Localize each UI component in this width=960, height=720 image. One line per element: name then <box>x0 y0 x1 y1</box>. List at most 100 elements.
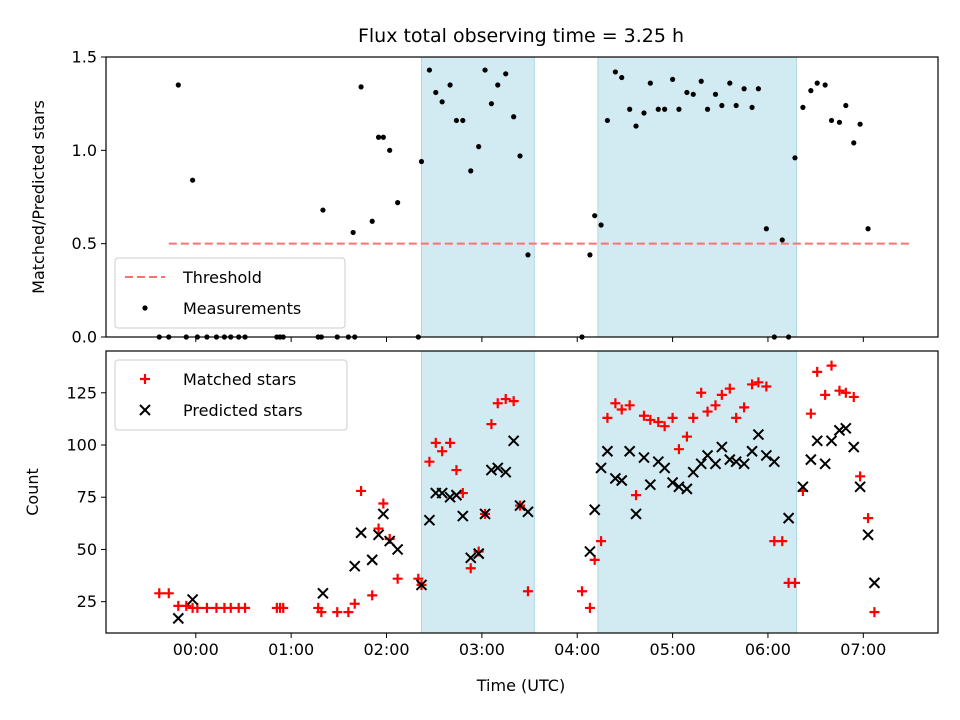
observing-interval-2 <box>597 56 798 338</box>
measurement-point <box>684 89 690 96</box>
matched-stars-point <box>486 419 497 430</box>
matched-stars-point <box>278 602 289 613</box>
predicted-stars-point <box>609 472 622 485</box>
matched-stars-point <box>610 398 621 409</box>
legend-label: Matched stars <box>183 370 296 389</box>
y-tick-label: 125 <box>66 383 97 402</box>
y-tick-label: 0.0 <box>72 328 97 347</box>
measurement-point <box>433 89 439 96</box>
measurement-point <box>175 82 181 88</box>
predicted-stars-point <box>349 560 361 572</box>
panel-ratio: 0.0 0.5 1.0 1.5 Threshold Measurements <box>72 48 939 347</box>
measurement-point <box>488 101 495 107</box>
measurement-point <box>865 226 871 232</box>
measurement-point <box>320 207 326 213</box>
predicted-stars-point <box>616 474 628 487</box>
predicted-stars-point <box>666 476 679 489</box>
matched-stars-point <box>653 417 664 428</box>
matched-stars-point <box>753 377 764 388</box>
matched-stars-point <box>240 602 251 613</box>
y-tick-label: 50 <box>77 540 97 559</box>
matched-stars-point <box>761 381 772 392</box>
measurement-point <box>468 168 474 174</box>
matched-stars-point <box>710 400 721 411</box>
predicted-stars-point <box>589 504 601 516</box>
matched-stars-point <box>201 602 212 613</box>
matched-stars-point <box>163 588 174 599</box>
matched-stars-point <box>445 437 456 448</box>
panel-counts: 00:00 01:00 02:00 03:00 04:00 05:00 06:00 07:00… <box>66 350 939 659</box>
measurement-point <box>495 82 501 88</box>
measurement-point <box>719 102 725 109</box>
matched-stars-point <box>688 412 699 423</box>
measurement-point <box>655 106 661 112</box>
measurement-point <box>647 80 653 86</box>
measurement-point <box>741 86 747 92</box>
predicted-stars-point <box>797 481 809 493</box>
matched-stars-point <box>805 408 816 419</box>
predicted-stars-point <box>601 445 614 457</box>
measurement-point <box>851 140 857 146</box>
predicted-stars-point <box>479 508 491 520</box>
observing-interval-1 <box>420 350 535 634</box>
measurement-point <box>822 82 828 88</box>
predicted-stars-point <box>444 491 456 503</box>
matched-stars-point <box>731 412 742 423</box>
matched-stars-point <box>508 396 519 407</box>
matched-stars-point <box>681 431 692 442</box>
predicted-stars-point <box>436 487 448 499</box>
measurement-point <box>453 117 460 124</box>
x-tick-label: 00:00 <box>173 640 219 659</box>
legend-label: Measurements <box>183 299 301 318</box>
measurement-point <box>395 200 401 206</box>
measurement-point <box>698 78 704 84</box>
matched-stars-point <box>602 412 613 423</box>
x-tick-label: 05:00 <box>650 640 696 659</box>
observing-interval-1 <box>420 56 535 338</box>
matched-stars-point <box>596 536 607 547</box>
measurement-point <box>503 71 509 77</box>
matched-stars-point <box>367 590 378 601</box>
measurement-point <box>517 153 523 159</box>
matched-stars-point <box>500 394 511 405</box>
x-tick-label: 07:00 <box>840 640 886 659</box>
matched-stars-point <box>492 398 503 409</box>
measurement-point <box>792 155 798 161</box>
measurement-point <box>857 121 863 127</box>
predicted-stars-point <box>415 579 428 591</box>
measurement-point <box>587 252 593 258</box>
legend-box <box>114 359 348 431</box>
legend: Threshold Measurements <box>114 257 346 329</box>
matched-stars-point <box>356 485 367 496</box>
chart-title: Flux total observing time = 3.25 h <box>358 25 684 47</box>
predicted-stars-point <box>868 577 881 589</box>
matched-stars-point <box>437 446 448 457</box>
measurement-point <box>749 104 755 110</box>
predicted-stars-point <box>584 545 596 558</box>
predicted-stars-point <box>848 441 860 453</box>
matched-stars-point <box>747 379 758 390</box>
matched-stars-point <box>392 573 403 584</box>
predicted-stars-point <box>500 466 512 478</box>
matched-stars-point <box>332 607 343 618</box>
predicted-stars-point <box>673 481 685 493</box>
measurement-point <box>612 69 618 75</box>
measurement-point <box>755 86 762 92</box>
measurement-point <box>828 117 835 124</box>
matched-stars-point <box>696 387 707 398</box>
legend-measurement-swatch <box>142 305 148 311</box>
measurement-point <box>460 117 466 124</box>
predicted-stars-point <box>746 445 758 457</box>
measurement-point <box>763 226 769 232</box>
measurement-point <box>808 88 814 94</box>
matched-stars-point <box>724 383 735 394</box>
measurement-point <box>426 67 433 73</box>
predicted-stars-point <box>738 458 750 470</box>
y-tick-label: 75 <box>77 488 97 507</box>
matched-stars-point <box>154 588 165 599</box>
axes-frame <box>105 350 939 634</box>
measurement-point <box>190 177 196 183</box>
measurement-point <box>439 99 445 105</box>
predicted-stars-point <box>681 483 693 495</box>
